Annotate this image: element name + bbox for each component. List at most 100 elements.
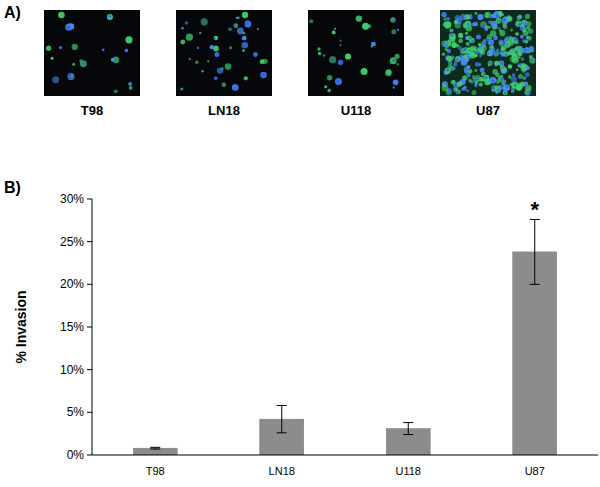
cell bbox=[518, 74, 523, 79]
nucleus bbox=[491, 79, 494, 82]
micrograph bbox=[44, 10, 140, 96]
nucleus bbox=[451, 34, 454, 37]
cell bbox=[486, 13, 489, 16]
nucleus bbox=[494, 37, 496, 39]
nucleus bbox=[503, 19, 506, 22]
cell bbox=[481, 41, 486, 46]
cell bbox=[516, 46, 523, 53]
cell bbox=[503, 84, 510, 91]
cell bbox=[510, 83, 514, 87]
cell bbox=[453, 63, 457, 67]
nucleus bbox=[328, 90, 330, 92]
cell bbox=[499, 30, 505, 36]
cell bbox=[531, 58, 535, 62]
nucleus bbox=[525, 49, 528, 52]
cell bbox=[102, 49, 105, 52]
nucleus bbox=[464, 48, 467, 51]
nucleus bbox=[336, 80, 339, 83]
cell bbox=[488, 60, 493, 65]
cell bbox=[464, 17, 467, 20]
image-label: U118 bbox=[341, 103, 371, 118]
cell bbox=[521, 57, 525, 61]
cell bbox=[508, 64, 512, 68]
cell bbox=[479, 83, 483, 87]
cell bbox=[479, 45, 483, 49]
cell bbox=[496, 91, 499, 94]
nucleus bbox=[455, 64, 457, 66]
tick bbox=[87, 455, 92, 456]
nucleus bbox=[216, 53, 218, 55]
cell bbox=[397, 28, 400, 31]
cell bbox=[232, 84, 239, 91]
cell bbox=[125, 36, 132, 43]
nucleus bbox=[474, 12, 475, 13]
cell bbox=[516, 69, 518, 71]
tick-label: 10% bbox=[60, 363, 84, 377]
cell bbox=[242, 12, 248, 18]
cell bbox=[471, 81, 474, 84]
cell bbox=[390, 17, 395, 22]
nucleus bbox=[230, 28, 232, 30]
nucleus bbox=[482, 24, 485, 27]
nucleus bbox=[393, 59, 396, 62]
nucleus bbox=[532, 49, 534, 51]
nucleus bbox=[474, 78, 477, 81]
cell bbox=[199, 32, 201, 34]
cell bbox=[455, 56, 460, 61]
cell bbox=[524, 81, 529, 86]
nucleus bbox=[340, 44, 341, 45]
tick-label: 25% bbox=[60, 235, 84, 249]
tick-label: 20% bbox=[60, 277, 84, 291]
panel-label: B) bbox=[4, 179, 21, 196]
error-cap bbox=[277, 405, 287, 406]
cell bbox=[233, 23, 238, 28]
cell bbox=[512, 73, 515, 76]
cell bbox=[469, 38, 474, 43]
cell bbox=[454, 20, 458, 24]
cell bbox=[462, 75, 467, 80]
cell bbox=[523, 76, 527, 80]
nucleus bbox=[468, 75, 470, 77]
cell bbox=[490, 77, 497, 84]
cell bbox=[472, 90, 477, 95]
cell bbox=[361, 68, 368, 75]
x-axis bbox=[92, 455, 598, 456]
tick bbox=[87, 369, 92, 370]
nucleus bbox=[445, 19, 447, 21]
cell bbox=[497, 61, 501, 65]
nucleus bbox=[519, 57, 520, 58]
cell bbox=[458, 33, 463, 38]
cell bbox=[385, 70, 391, 76]
cell bbox=[323, 54, 326, 57]
cell bbox=[334, 28, 336, 30]
cell bbox=[444, 40, 451, 47]
nucleus bbox=[198, 48, 199, 49]
cell bbox=[356, 15, 362, 21]
cell bbox=[253, 52, 258, 57]
cell bbox=[463, 47, 469, 53]
cell bbox=[213, 46, 219, 52]
nucleus bbox=[475, 85, 477, 87]
nucleus bbox=[458, 19, 461, 22]
nucleus bbox=[513, 38, 516, 41]
cell bbox=[475, 62, 480, 67]
cell bbox=[458, 39, 463, 44]
nucleus bbox=[526, 74, 528, 76]
nucleus bbox=[234, 86, 237, 89]
tick-label: 5% bbox=[67, 405, 85, 419]
error-cap bbox=[403, 434, 413, 435]
nucleus bbox=[517, 69, 518, 70]
cell bbox=[473, 77, 479, 83]
image-label: U87 bbox=[476, 103, 500, 118]
cell bbox=[466, 89, 469, 92]
nucleus bbox=[512, 75, 514, 77]
cell bbox=[327, 75, 332, 80]
nucleus bbox=[126, 50, 128, 52]
cell bbox=[523, 20, 527, 24]
tick bbox=[87, 412, 92, 413]
annotation: * bbox=[530, 197, 539, 222]
error-stem bbox=[534, 219, 535, 284]
cell bbox=[222, 82, 227, 87]
cell bbox=[114, 89, 118, 93]
cell bbox=[448, 40, 451, 43]
